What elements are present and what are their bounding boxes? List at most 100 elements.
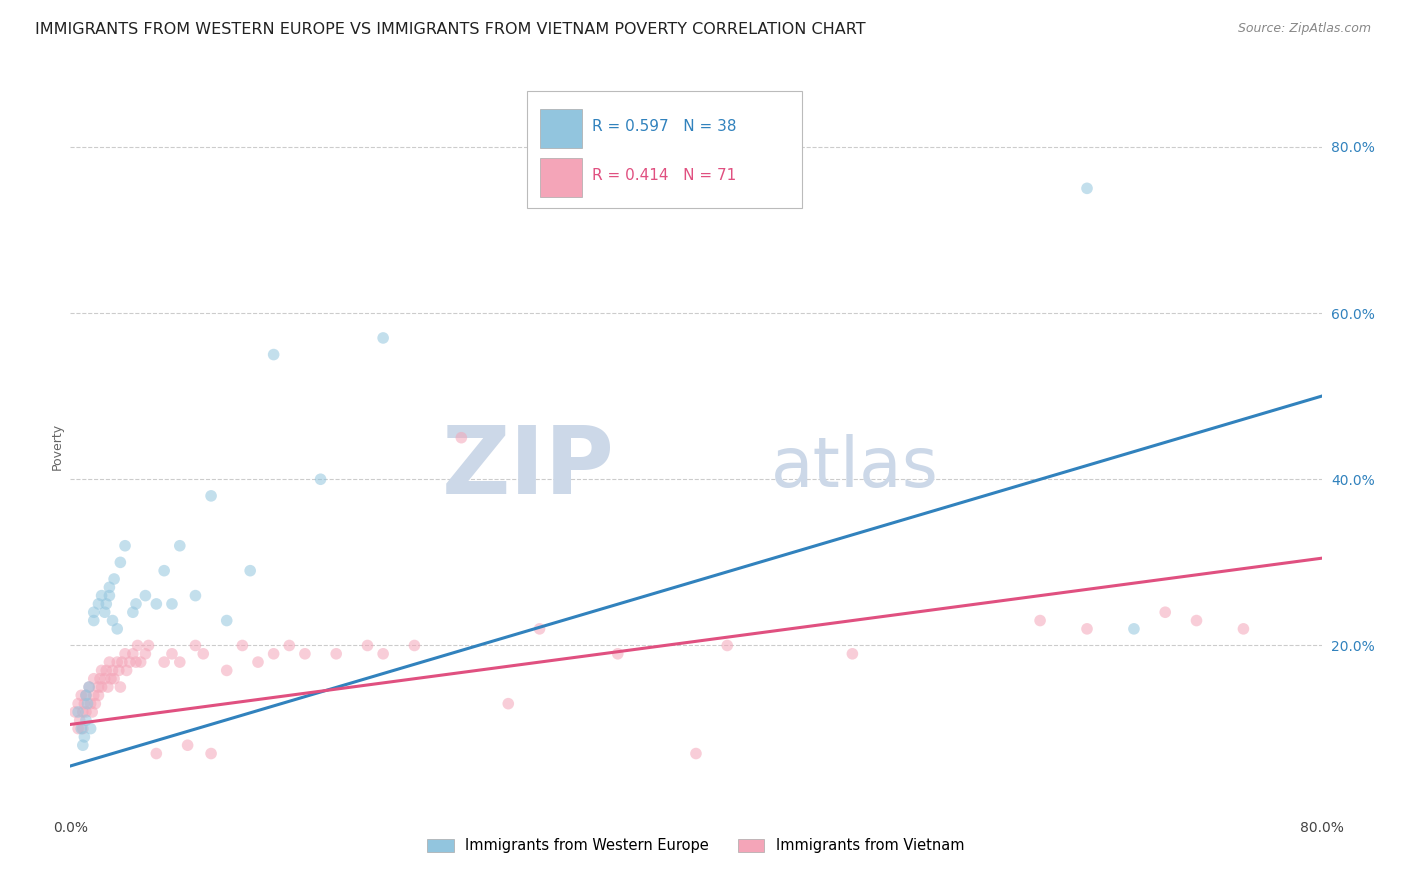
Point	[169, 655, 191, 669]
Point	[278, 639, 301, 653]
Point	[115, 664, 138, 678]
Point	[83, 614, 105, 628]
Point	[96, 597, 118, 611]
Point	[67, 697, 90, 711]
Y-axis label: Poverty: Poverty	[51, 423, 63, 469]
Text: ZIP: ZIP	[441, 422, 614, 514]
Point	[239, 564, 262, 578]
Point	[1154, 605, 1177, 619]
Point	[105, 622, 128, 636]
Point	[83, 605, 105, 619]
Point	[84, 697, 107, 711]
Point	[184, 639, 207, 653]
Point	[138, 639, 160, 653]
Point	[134, 589, 156, 603]
Point	[87, 689, 110, 703]
Point	[90, 664, 112, 678]
Point	[77, 680, 100, 694]
Point	[325, 647, 347, 661]
Point	[1185, 614, 1208, 628]
Point	[83, 689, 105, 703]
Point	[176, 738, 198, 752]
Point	[169, 539, 191, 553]
Point	[498, 697, 520, 711]
Point	[309, 472, 332, 486]
Point	[125, 655, 148, 669]
Point	[153, 564, 176, 578]
Point	[93, 605, 115, 619]
Point	[200, 489, 222, 503]
Point	[110, 680, 132, 694]
FancyBboxPatch shape	[527, 91, 803, 209]
Point	[101, 664, 124, 678]
Point	[67, 722, 90, 736]
Point	[215, 614, 238, 628]
Point	[110, 555, 132, 569]
Point	[184, 589, 207, 603]
Point	[75, 705, 97, 719]
Point	[371, 647, 394, 661]
FancyBboxPatch shape	[540, 158, 582, 197]
Point	[111, 655, 134, 669]
Point	[90, 680, 112, 694]
Point	[97, 680, 120, 694]
Point	[63, 705, 86, 719]
Point	[70, 689, 93, 703]
Point	[841, 647, 863, 661]
Point	[160, 647, 183, 661]
Point	[103, 572, 125, 586]
Point	[72, 722, 94, 736]
Point	[77, 680, 100, 694]
Point	[160, 597, 183, 611]
Point	[103, 672, 125, 686]
Point	[263, 347, 285, 362]
Point	[263, 647, 285, 661]
Point	[75, 689, 97, 703]
Text: atlas: atlas	[770, 434, 939, 501]
Point	[127, 639, 149, 653]
Point	[69, 714, 91, 728]
Point	[247, 655, 270, 669]
Point	[89, 672, 111, 686]
Point	[82, 705, 104, 719]
Point	[716, 639, 738, 653]
Point	[87, 597, 110, 611]
Point	[98, 580, 121, 594]
Point	[231, 639, 253, 653]
Point	[1076, 622, 1098, 636]
Point	[98, 589, 121, 603]
Point	[114, 647, 136, 661]
Point	[145, 747, 167, 761]
Point	[70, 722, 93, 736]
Point	[73, 697, 96, 711]
Point	[87, 680, 110, 694]
Point	[1123, 622, 1146, 636]
Point	[75, 714, 97, 728]
Point	[72, 738, 94, 752]
Point	[98, 655, 121, 669]
Point	[356, 639, 378, 653]
Point	[114, 539, 136, 553]
Point	[79, 722, 101, 736]
Text: Source: ZipAtlas.com: Source: ZipAtlas.com	[1237, 22, 1371, 36]
Point	[100, 672, 122, 686]
Point	[83, 672, 105, 686]
Point	[121, 605, 145, 619]
Point	[90, 589, 112, 603]
Text: IMMIGRANTS FROM WESTERN EUROPE VS IMMIGRANTS FROM VIETNAM POVERTY CORRELATION CH: IMMIGRANTS FROM WESTERN EUROPE VS IMMIGR…	[35, 22, 866, 37]
Legend: Immigrants from Western Europe, Immigrants from Vietnam: Immigrants from Western Europe, Immigran…	[422, 832, 970, 859]
Point	[450, 431, 472, 445]
Point	[125, 597, 148, 611]
Point	[1029, 614, 1052, 628]
Point	[404, 639, 426, 653]
Point	[1076, 181, 1098, 195]
Point	[118, 655, 141, 669]
Point	[153, 655, 176, 669]
Point	[200, 747, 222, 761]
Point	[72, 705, 94, 719]
Point	[67, 705, 90, 719]
Point	[73, 730, 96, 744]
Point	[76, 697, 98, 711]
Point	[105, 655, 128, 669]
Point	[129, 655, 152, 669]
